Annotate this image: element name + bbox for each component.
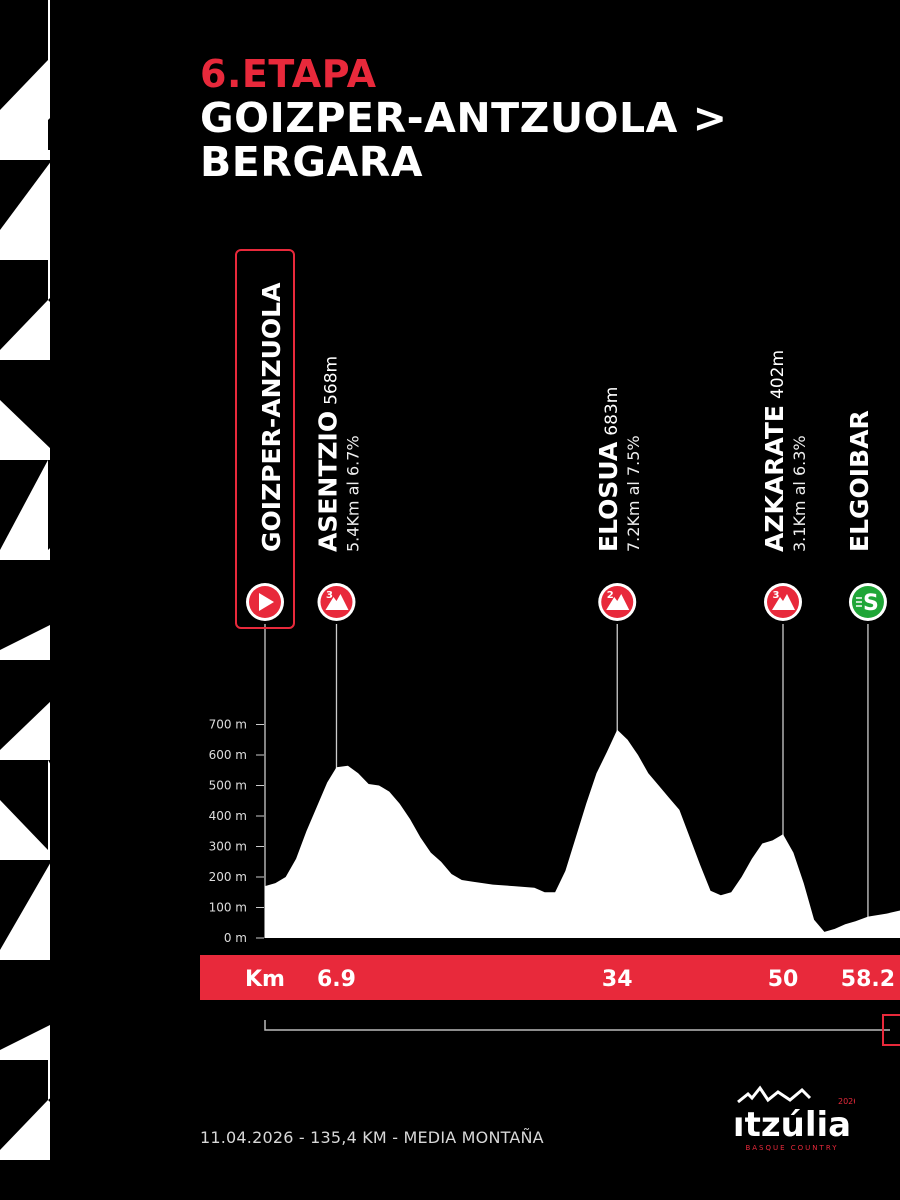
marker-layer: GOIZPER-ANZUOLA ASENTZIO 568m 5.4Km al 6.7%… <box>235 249 887 938</box>
marker-altitude: 683m <box>602 387 622 436</box>
elevation-profile <box>265 729 900 938</box>
marker-azkarate: AZKARATE 402m 3.1Km al 6.3% 3 <box>760 350 809 938</box>
marker-detail: 3.1Km al 6.3% <box>790 435 809 552</box>
sprint-icon: S <box>848 583 887 621</box>
marker-label: AZKARATE 402m <box>760 350 789 552</box>
y-tick-label: 600 m <box>209 748 247 762</box>
marker-name: ASENTZIO <box>313 411 342 552</box>
marker-asentzio: ASENTZIO 568m 5.4Km al 6.7% 3 <box>313 356 362 938</box>
km-tick-label: 50 <box>768 967 799 992</box>
stage-title-block: 6.ETAPA GOIZPER-ANTZUOLA > BERGARA <box>200 52 728 184</box>
stage-number: 6.ETAPA <box>200 52 377 96</box>
climb-category: 2 <box>607 590 614 601</box>
distance-bracket <box>264 1020 890 1031</box>
route-line-1: GOIZPER-ANTZUOLA > <box>200 94 728 142</box>
start-frame <box>235 249 295 629</box>
y-tick-label: 400 m <box>209 809 247 823</box>
y-tick-label: 500 m <box>209 779 247 793</box>
marker-altitude: 402m <box>768 350 788 399</box>
climb-category: 3 <box>773 590 780 601</box>
stage-info-footer: 11.04.2026 - 135,4 KM - MEDIA MONTAÑA <box>200 1128 544 1147</box>
climb-cat3-icon: 3 <box>317 583 356 621</box>
elevation-axis: 0 m 100 m 200 m 300 m 400 m 500 m 600 m 700 m <box>209 718 264 945</box>
y-tick-label: 200 m <box>209 870 247 884</box>
marker-label: ELGOIBAR <box>845 410 874 552</box>
logo-tagline: BASQUE COUNTRY <box>745 1144 838 1152</box>
marker-goizper-anzuola: GOIZPER-ANZUOLA <box>235 249 295 938</box>
km-ticks: 6.9 34 50 58.2 <box>317 967 895 992</box>
route-line-2: BERGARA <box>200 138 424 186</box>
marker-name: GOIZPER-ANZUOLA <box>257 282 286 552</box>
marker-name: ELOSUA <box>594 441 623 552</box>
marker-name: ELGOIBAR <box>845 410 874 552</box>
marker-detail: 7.2Km al 7.5% <box>624 435 643 552</box>
climb-cat3-icon: 3 <box>764 583 802 621</box>
start-play-icon <box>246 583 284 621</box>
y-tick-label: 700 m <box>209 718 247 732</box>
climb-category: 3 <box>326 590 333 601</box>
decorative-stripe <box>0 0 100 1200</box>
marker-name: AZKARATE <box>760 405 789 552</box>
km-tick-label: 34 <box>602 967 633 992</box>
itzulia-logo: 2026 ıtzúlia BASQUE COUNTRY <box>733 1085 855 1152</box>
finish-box <box>882 1014 900 1046</box>
logo-year: 2026 <box>838 1097 855 1106</box>
y-tick-label: 100 m <box>209 901 247 915</box>
climb-cat2-icon: 2 <box>598 583 637 621</box>
km-tick-label: 6.9 <box>317 967 356 992</box>
marker-altitude: 568m <box>321 356 341 405</box>
marker-detail: 5.4Km al 6.7% <box>343 435 362 552</box>
marker-elgoibar: ELGOIBAR S <box>845 410 887 938</box>
marker-label: ELOSUA 683m <box>594 387 623 552</box>
y-tick-label: 0 m <box>224 931 247 945</box>
km-tick-label: 58.2 <box>841 967 895 992</box>
km-bar-label: Km <box>245 967 285 992</box>
marker-label: GOIZPER-ANZUOLA <box>257 282 286 552</box>
logo-wordmark: ıtzúlia <box>733 1105 851 1145</box>
y-tick-label: 300 m <box>209 840 247 854</box>
sprint-letter: S <box>863 591 879 616</box>
km-bar <box>200 955 900 1000</box>
marker-label: ASENTZIO 568m <box>313 356 342 552</box>
